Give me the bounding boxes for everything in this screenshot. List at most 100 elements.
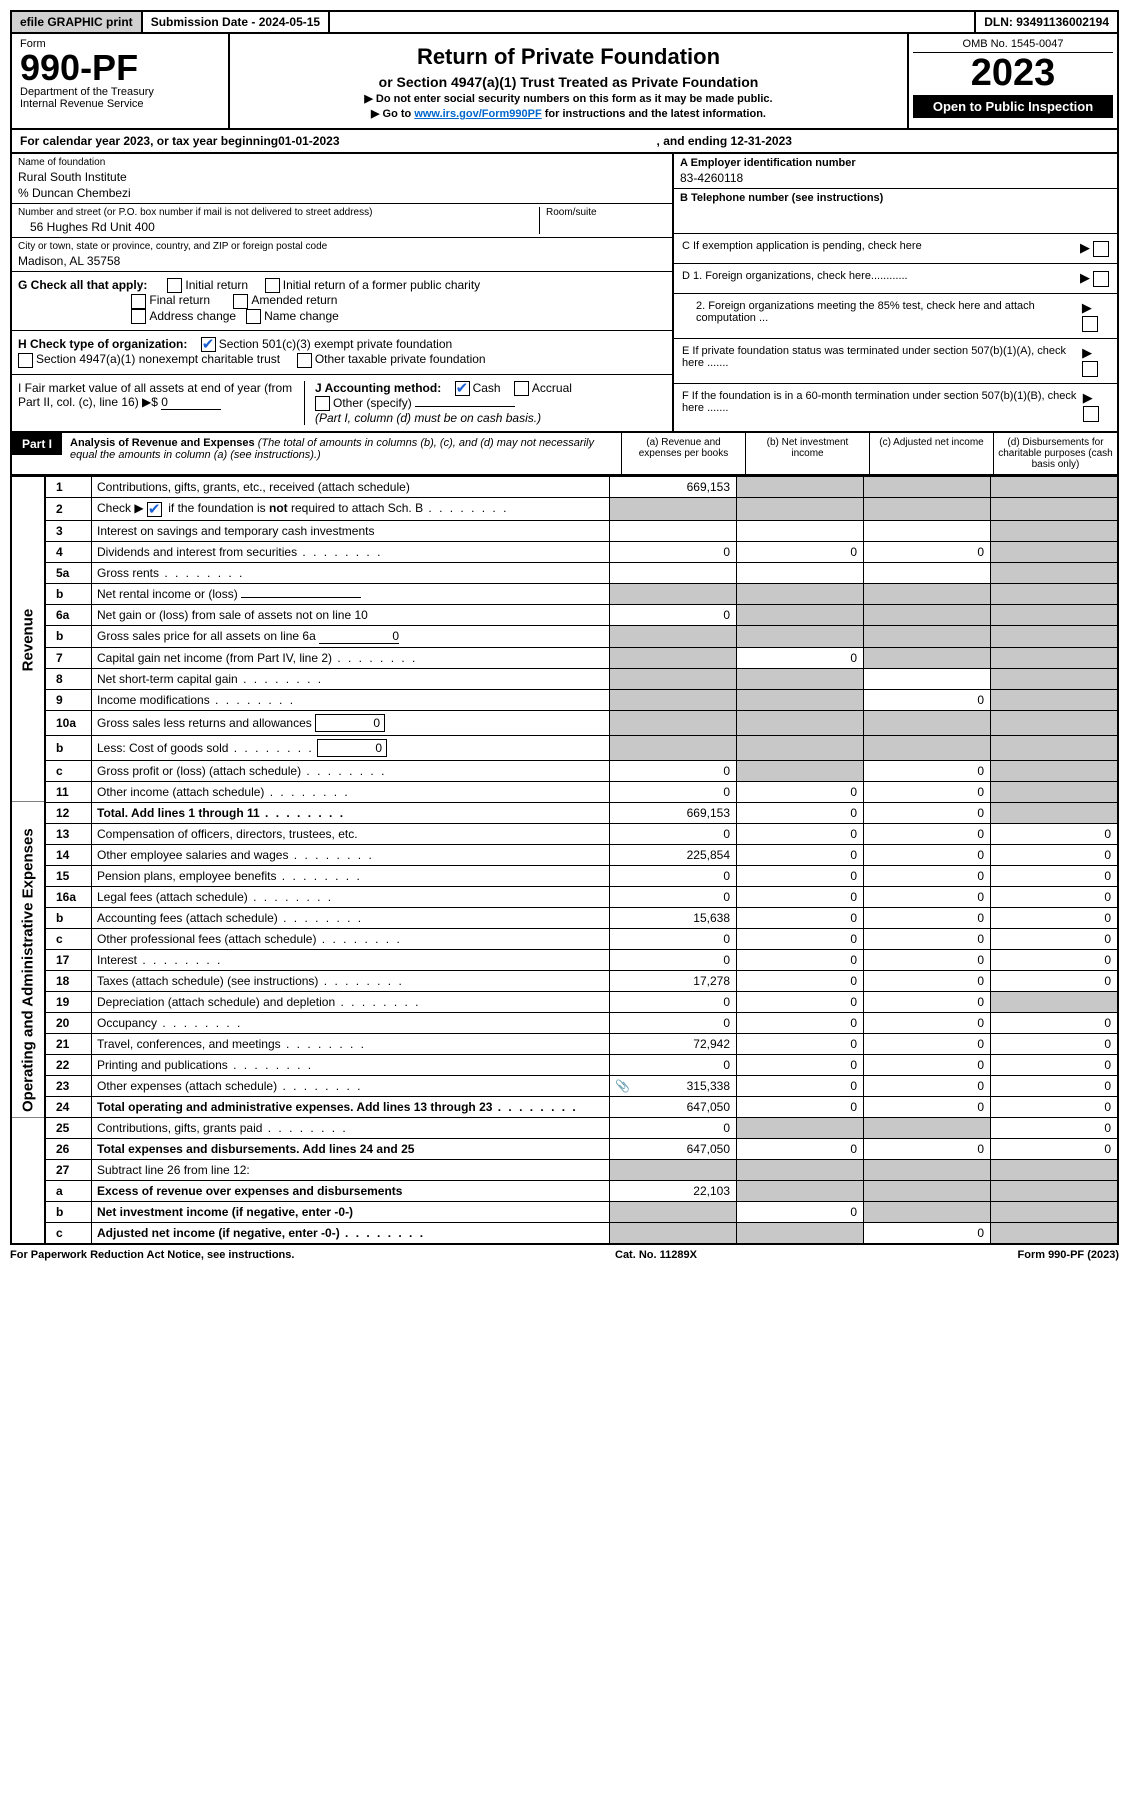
cell-b — [737, 562, 864, 583]
row-desc-text: Travel, conferences, and meetings — [97, 1037, 281, 1051]
cell-c: 0 — [864, 1054, 991, 1075]
form-header: Form 990-PF Department of the Treasury I… — [10, 34, 1119, 130]
calendar-year-line: For calendar year 2023, or tax year begi… — [10, 130, 1119, 154]
row-desc: Capital gain net income (from Part IV, l… — [92, 647, 610, 668]
ein-value: 83-4260118 — [680, 169, 1111, 185]
cell-c: 0 — [864, 781, 991, 802]
cell-c: 0 — [864, 844, 991, 865]
col-d-head: (d) Disbursements for charitable purpose… — [993, 433, 1117, 474]
row-desc: Other income (attach schedule) — [92, 781, 610, 802]
year-pre: For calendar year 2023, or tax year begi… — [20, 134, 278, 148]
cell-c: 0 — [864, 1033, 991, 1054]
cell-a — [610, 583, 737, 604]
room-label: Room/suite — [546, 207, 666, 218]
row-desc: Travel, conferences, and meetings — [92, 1033, 610, 1054]
row-num: b — [45, 583, 92, 604]
item-e: E If private foundation status was termi… — [674, 339, 1117, 384]
part1-desc: Analysis of Revenue and Expenses (The to… — [62, 433, 621, 474]
cb-initial-former[interactable] — [265, 278, 280, 293]
cell-d — [991, 1180, 1119, 1201]
row-desc: Pension plans, employee benefits — [92, 865, 610, 886]
row-desc: Interest — [92, 949, 610, 970]
table-row: 5aGross rents — [11, 562, 1118, 583]
cell-a — [610, 1159, 737, 1180]
cell-c — [864, 520, 991, 541]
city-label: City or town, state or province, country… — [18, 241, 666, 252]
dln: DLN: 93491136002194 — [974, 12, 1117, 32]
cell-b: 0 — [737, 647, 864, 668]
cell-d: 0 — [991, 1096, 1119, 1117]
cb-amended[interactable] — [233, 294, 248, 309]
cell-a: 0 — [610, 886, 737, 907]
irs-link[interactable]: www.irs.gov/Form990PF — [414, 108, 541, 120]
cb-f[interactable] — [1083, 406, 1099, 422]
cb-4947[interactable] — [18, 353, 33, 368]
row-num: 19 — [45, 991, 92, 1012]
table-row: bAccounting fees (attach schedule)15,638… — [11, 907, 1118, 928]
row-desc: Adjusted net income (if negative, enter … — [92, 1222, 610, 1244]
cb-other-taxable[interactable] — [297, 353, 312, 368]
cell-a: 0 — [610, 760, 737, 781]
part1-title: Analysis of Revenue and Expenses — [70, 437, 255, 449]
row-num: 17 — [45, 949, 92, 970]
cb-accrual[interactable] — [514, 381, 529, 396]
row-desc: Dividends and interest from securities — [92, 541, 610, 562]
cell-b: 0 — [737, 865, 864, 886]
attachment-icon[interactable]: 📎 — [615, 1079, 630, 1093]
cb-other-method[interactable] — [315, 396, 330, 411]
cell-a — [610, 735, 737, 760]
cb-d1[interactable] — [1093, 271, 1109, 287]
cell-a: 0 — [610, 1012, 737, 1033]
cell-b: 0 — [737, 844, 864, 865]
cell-a: 647,050 — [610, 1096, 737, 1117]
cb-cash[interactable] — [455, 381, 470, 396]
inline-val: 0 — [317, 739, 387, 757]
col-headers: (a) Revenue and expenses per books (b) N… — [621, 433, 1117, 474]
cb-d2[interactable] — [1082, 316, 1098, 332]
table-row: 17Interest0000 — [11, 949, 1118, 970]
cb-schb[interactable] — [147, 502, 162, 517]
cell-a — [610, 710, 737, 735]
cell-c: 0 — [864, 760, 991, 781]
name-cell: Name of foundation Rural South Institute… — [12, 154, 672, 204]
cb-initial-return[interactable] — [167, 278, 182, 293]
cb-final-return[interactable] — [131, 294, 146, 309]
open-to-public: Open to Public Inspection — [913, 95, 1113, 118]
cb-e[interactable] — [1082, 361, 1098, 377]
table-row: 16aLegal fees (attach schedule)0000 — [11, 886, 1118, 907]
cell-b: 0 — [737, 541, 864, 562]
dln-value: 93491136002194 — [1016, 15, 1109, 29]
cell-b — [737, 760, 864, 781]
table-row: 3Interest on savings and temporary cash … — [11, 520, 1118, 541]
row-desc: Contributions, gifts, grants, etc., rece… — [92, 477, 610, 498]
g-label: G Check all that apply: — [18, 278, 147, 292]
cb-name-change[interactable] — [246, 309, 261, 324]
cell-b — [737, 689, 864, 710]
cell-a — [610, 498, 737, 520]
form-title: Return of Private Foundation — [236, 44, 901, 70]
footer-right: Form 990-PF (2023) — [1018, 1249, 1120, 1261]
item-c: C If exemption application is pending, c… — [674, 234, 1117, 264]
other-specify — [415, 406, 515, 407]
cell-c — [864, 562, 991, 583]
row-desc-text: Income modifications — [97, 693, 210, 707]
footer-left: For Paperwork Reduction Act Notice, see … — [10, 1249, 294, 1261]
row-num: 25 — [45, 1117, 92, 1138]
cell-d — [991, 689, 1119, 710]
cell-a: 0 — [610, 865, 737, 886]
cell-b — [737, 1117, 864, 1138]
row-num: 24 — [45, 1096, 92, 1117]
f-label: F If the foundation is in a 60-month ter… — [682, 390, 1083, 414]
cb-c[interactable] — [1093, 241, 1109, 257]
cell-b: 0 — [737, 802, 864, 823]
section-h: H Check type of organization: Section 50… — [12, 331, 672, 375]
cell-b — [737, 604, 864, 625]
cb-501c3[interactable] — [201, 337, 216, 352]
cell-c: 0 — [864, 823, 991, 844]
table-row: 7Capital gain net income (from Part IV, … — [11, 647, 1118, 668]
cell-d — [991, 647, 1119, 668]
tax-year: 2023 — [913, 53, 1113, 95]
cb-address-change[interactable] — [131, 309, 146, 324]
cell-a: 0 — [610, 1054, 737, 1075]
row-desc: Total. Add lines 1 through 11 — [92, 802, 610, 823]
